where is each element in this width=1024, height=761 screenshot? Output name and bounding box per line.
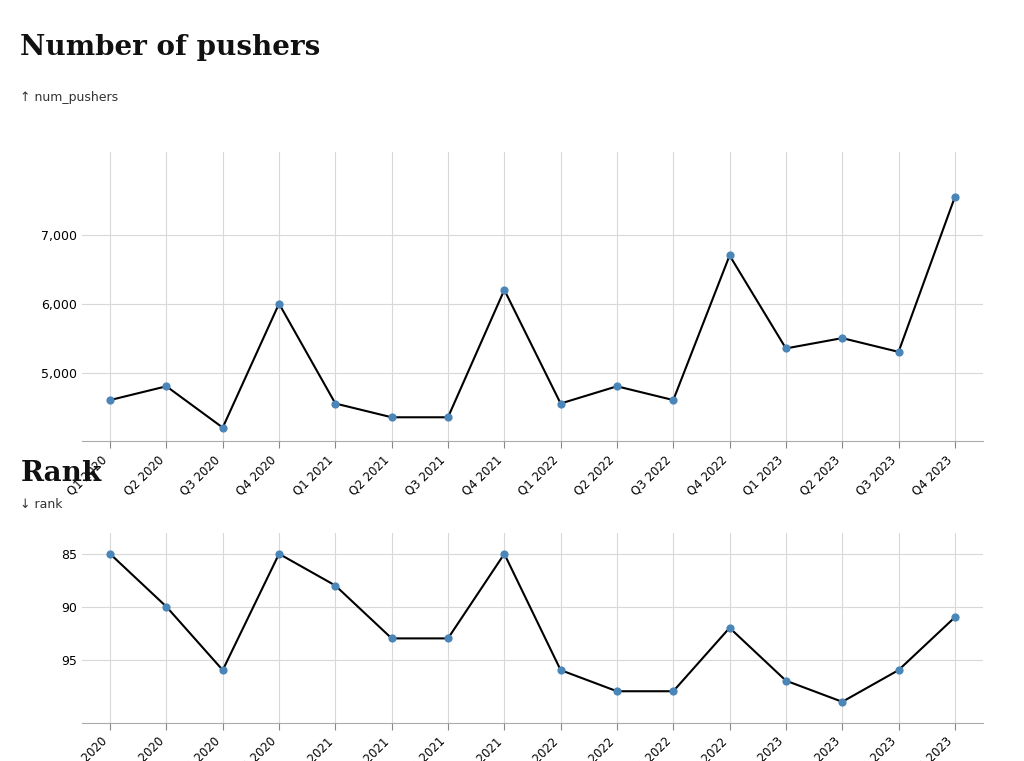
- Point: [270, 548, 287, 560]
- Point: [946, 611, 963, 623]
- Point: [946, 191, 963, 203]
- Point: [891, 345, 907, 358]
- Point: [666, 685, 682, 697]
- Point: [721, 622, 737, 634]
- Point: [440, 411, 457, 423]
- Point: [102, 394, 118, 406]
- Text: ↓ rank: ↓ rank: [20, 498, 63, 511]
- Point: [440, 632, 457, 645]
- Point: [328, 397, 344, 409]
- Point: [383, 411, 399, 423]
- Point: [158, 600, 174, 613]
- Point: [553, 664, 569, 677]
- Point: [270, 298, 287, 310]
- Text: ↑ num_pushers: ↑ num_pushers: [20, 91, 119, 104]
- Point: [496, 284, 512, 296]
- Point: [383, 632, 399, 645]
- Text: Rank: Rank: [20, 460, 101, 487]
- Point: [215, 422, 231, 434]
- Point: [834, 332, 850, 344]
- Point: [158, 380, 174, 393]
- Text: Number of pushers: Number of pushers: [20, 34, 321, 61]
- Point: [721, 250, 737, 262]
- Point: [778, 674, 795, 686]
- Point: [328, 579, 344, 591]
- Point: [666, 394, 682, 406]
- Point: [778, 342, 795, 355]
- Point: [834, 696, 850, 708]
- Point: [891, 664, 907, 677]
- Point: [215, 664, 231, 677]
- Point: [608, 380, 625, 393]
- Point: [102, 548, 118, 560]
- Point: [608, 685, 625, 697]
- Point: [496, 548, 512, 560]
- Point: [553, 397, 569, 409]
